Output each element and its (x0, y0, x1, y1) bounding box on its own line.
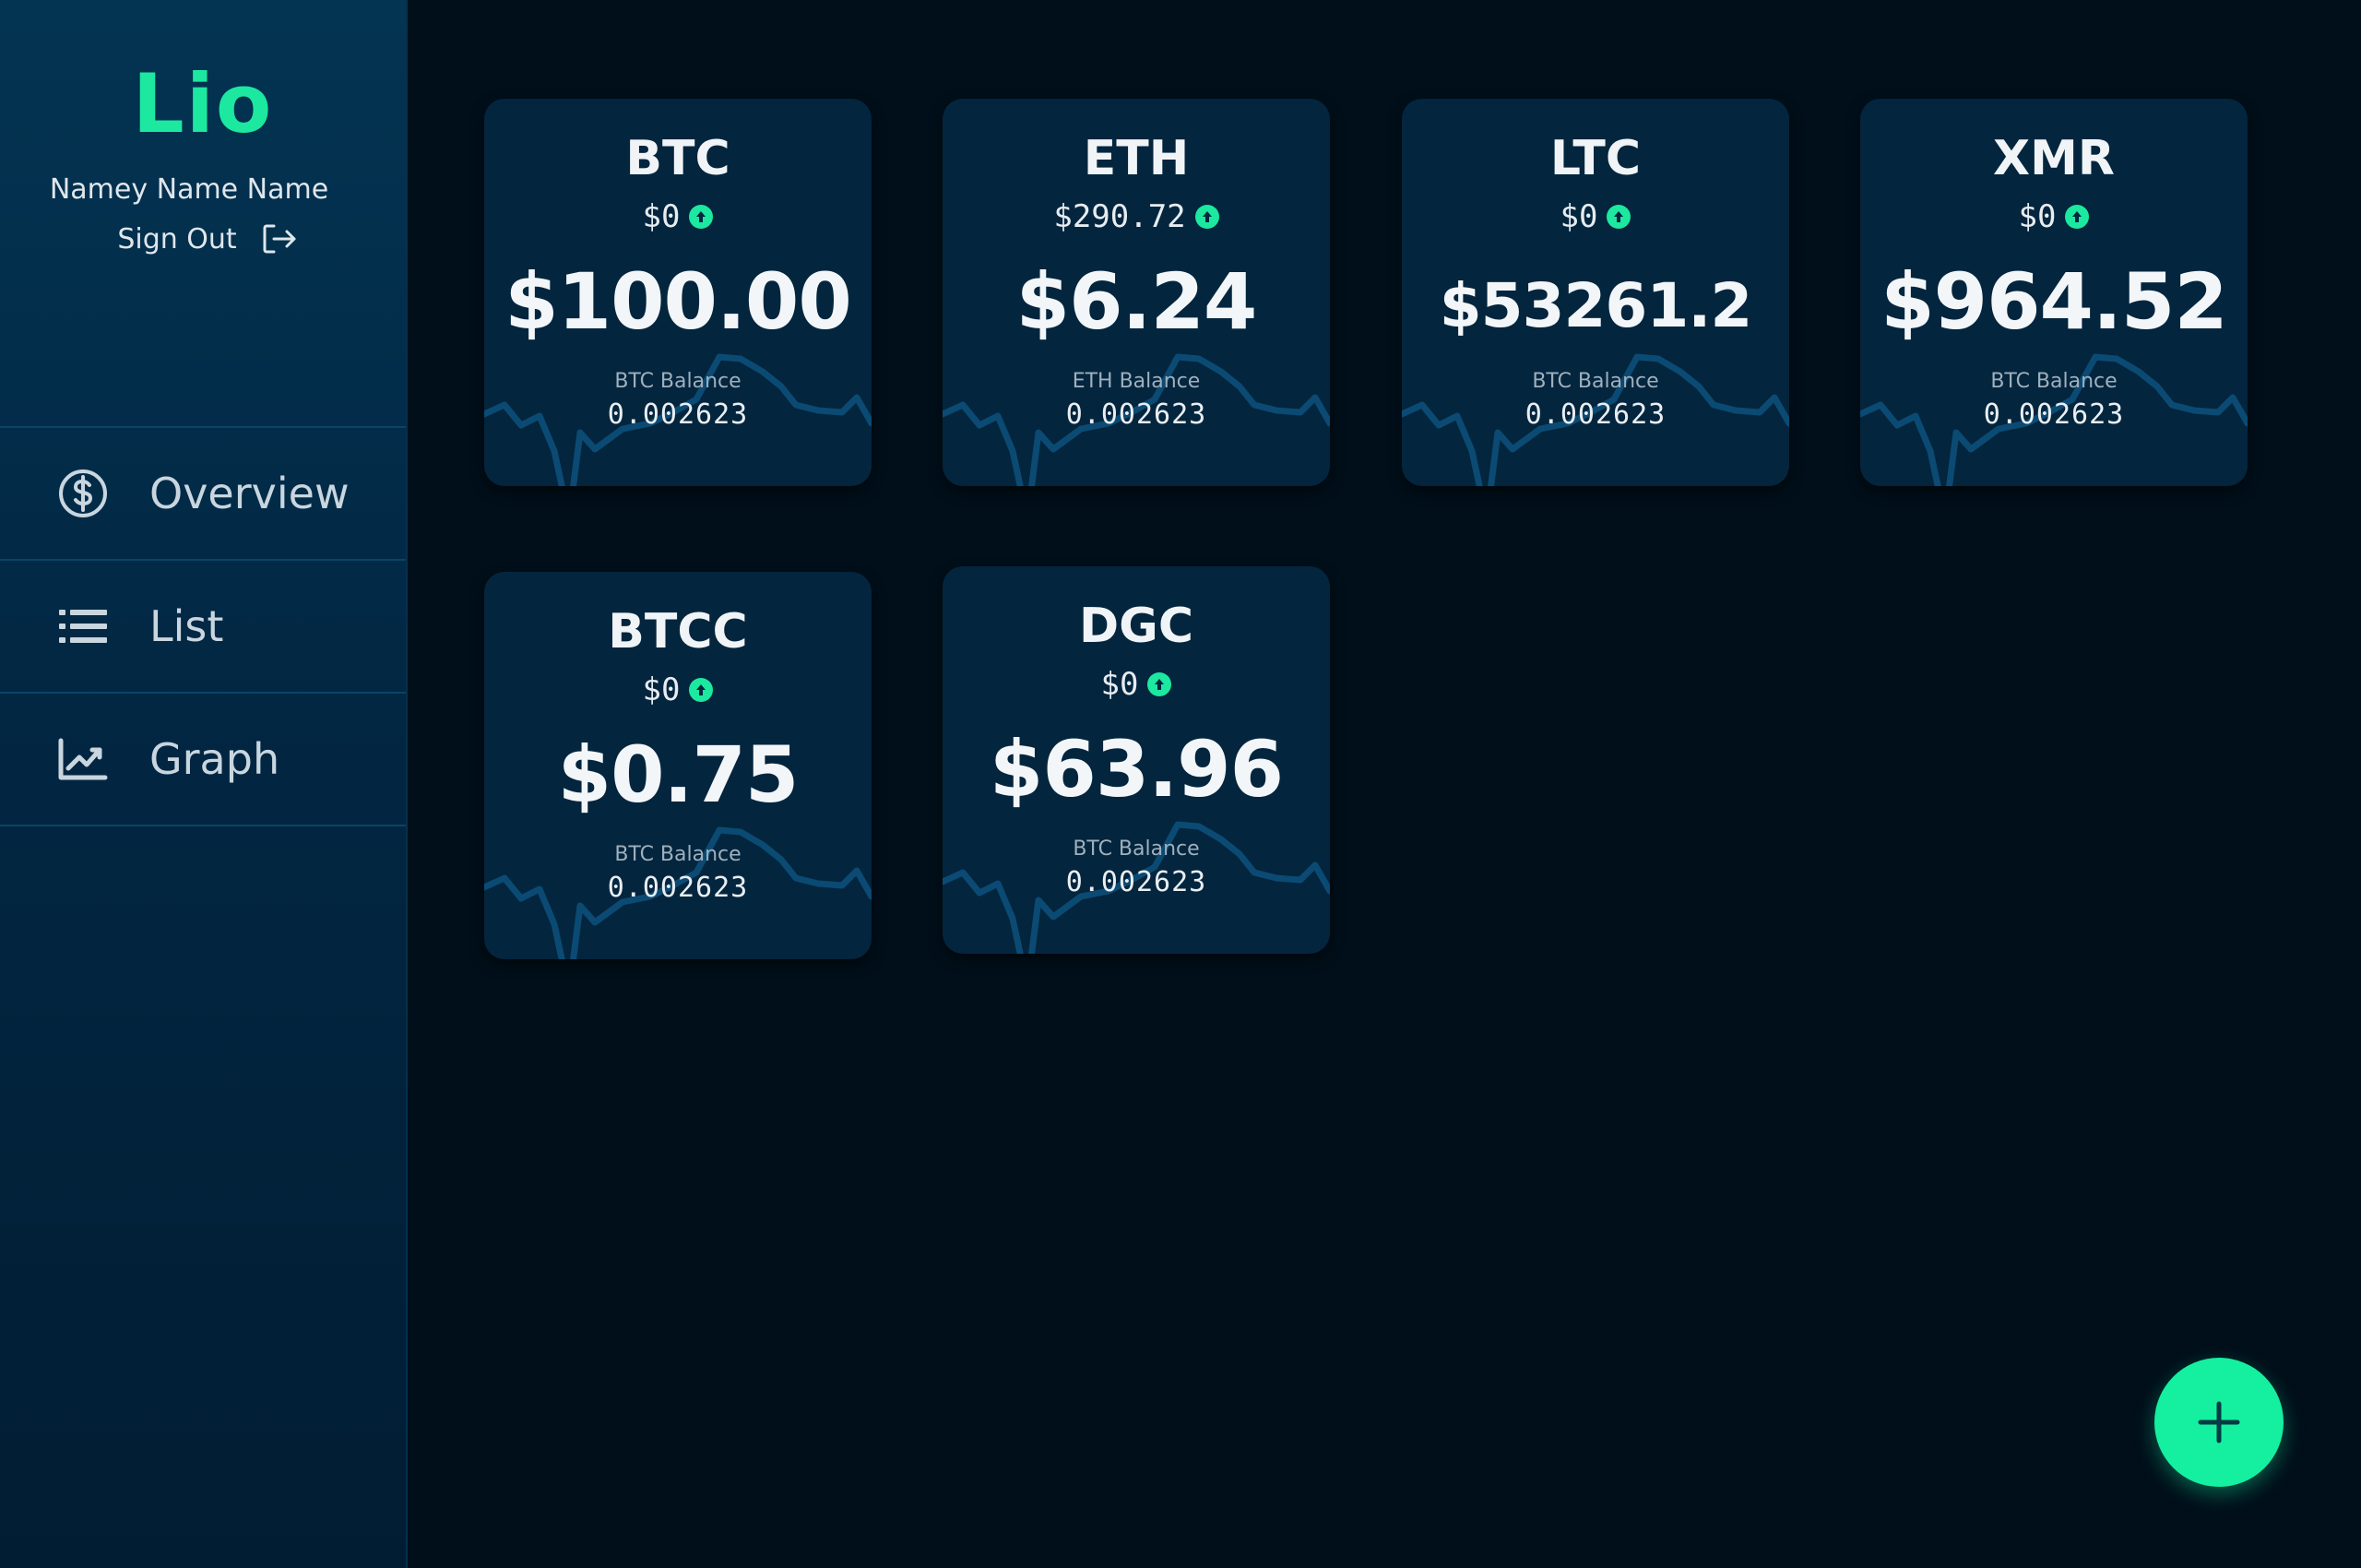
coin-symbol: XMR (1993, 131, 2115, 186)
balance-label: BTC Balance (1073, 837, 1200, 861)
balance-label: ETH Balance (1072, 370, 1201, 393)
arrow-up-icon (1194, 205, 1219, 229)
coin-change: $0 (1860, 198, 2248, 235)
coin-price: $63.96 (989, 724, 1284, 814)
balance-value: 0.002623 (1525, 398, 1667, 431)
balance-label: BTC Balance (1532, 370, 1659, 393)
sign-out-label: Sign Out (117, 222, 237, 255)
balance-value: 0.002623 (1983, 398, 2125, 431)
sparkline (943, 353, 1330, 486)
coin-card-btc[interactable]: BTC $0 $100.00 BTC Balance 0.002623 (484, 99, 872, 486)
sidebar-item-label: List (149, 601, 224, 651)
coin-change-value: $0 (642, 671, 681, 708)
sidebar: Lio Namey Name Name Sign Out Overview (0, 0, 408, 1568)
sign-out-link[interactable]: Sign Out (9, 222, 406, 255)
sidebar-item-overview[interactable]: Overview (0, 426, 406, 559)
arrow-up-icon (1607, 205, 1631, 229)
sparkline (1402, 353, 1789, 486)
add-coin-button[interactable] (2154, 1358, 2284, 1487)
coin-price: $6.24 (1015, 256, 1258, 347)
coin-symbol: ETH (1083, 131, 1190, 186)
arrow-up-icon (1147, 672, 1172, 696)
coin-price: $0.75 (557, 730, 800, 820)
coin-change: $0 (943, 666, 1330, 703)
balance-value: 0.002623 (607, 872, 749, 904)
sparkline (484, 826, 872, 959)
sparkline (484, 353, 872, 486)
brand: Lio Namey Name Name Sign Out (0, 0, 406, 255)
coin-price: $964.52 (1880, 256, 2228, 347)
coin-change-value: $0 (2018, 198, 2057, 235)
coin-symbol: DGC (1078, 599, 1193, 654)
balance-label: BTC Balance (1990, 370, 2118, 393)
arrow-up-icon (2065, 205, 2090, 229)
coin-card-eth[interactable]: ETH $290.72 $6.24 ETH Balance 0.002623 (943, 99, 1330, 486)
coin-card-dgc[interactable]: DGC $0 $63.96 BTC Balance 0.002623 (943, 566, 1330, 954)
coin-price: $100.00 (504, 256, 852, 347)
balance-value: 0.002623 (1065, 866, 1207, 898)
balance-label: BTC Balance (614, 843, 742, 866)
coin-change: $0 (484, 671, 872, 708)
sidebar-item-list[interactable]: List (0, 559, 406, 692)
line-chart-icon (57, 733, 109, 785)
coin-change: $290.72 (943, 198, 1330, 235)
coin-change: $0 (1402, 198, 1789, 235)
coin-price: $53261.2 (1439, 270, 1753, 341)
coin-symbol: BTCC (608, 604, 748, 659)
sidebar-item-label: Graph (149, 734, 280, 784)
arrow-up-icon (689, 678, 714, 702)
plus-icon (2198, 1401, 2240, 1443)
coin-card-btcc[interactable]: BTCC $0 $0.75 BTC Balance 0.002623 (484, 572, 872, 959)
user-name: Namey Name Name (49, 173, 329, 206)
sidebar-item-label: Overview (149, 469, 350, 518)
arrow-up-icon (689, 205, 714, 229)
coin-change-value: $0 (642, 198, 681, 235)
coin-card-xmr[interactable]: XMR $0 $964.52 BTC Balance 0.002623 (1860, 99, 2248, 486)
balance-label: BTC Balance (614, 370, 742, 393)
balance-value: 0.002623 (607, 398, 749, 431)
balance-value: 0.002623 (1065, 398, 1207, 431)
coin-change: $0 (484, 198, 872, 235)
coin-symbol: BTC (625, 131, 730, 186)
list-icon (57, 600, 109, 652)
coin-change-value: $0 (1100, 666, 1139, 703)
coin-symbol: LTC (1549, 131, 1642, 186)
app-logo: Lio (132, 56, 274, 151)
sidebar-nav: Overview List (0, 426, 406, 826)
coin-change-value: $0 (1560, 198, 1598, 235)
sparkline (943, 821, 1330, 954)
sidebar-item-graph[interactable]: Graph (0, 692, 406, 826)
sparkline (1860, 353, 2248, 486)
coin-card-ltc[interactable]: LTC $0 $53261.2 BTC Balance 0.002623 (1402, 99, 1789, 486)
sign-out-icon (263, 224, 296, 254)
dollar-circle-icon (57, 468, 109, 519)
coin-change-value: $290.72 (1053, 198, 1186, 235)
